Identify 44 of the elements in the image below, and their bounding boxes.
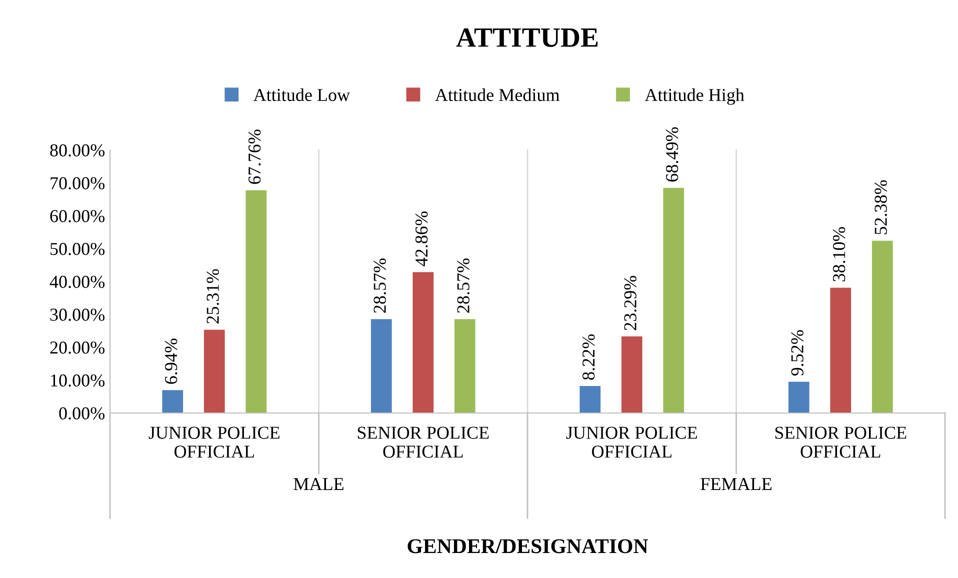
text: MALE (294, 478, 344, 490)
bar (412, 272, 434, 413)
x-axis-title: GENDER/DESIGNATION (408, 539, 648, 554)
data-label: 28.57% (374, 258, 386, 313)
y-tick-label: 30.00% (50, 308, 105, 321)
legend-label: Attitude Low (253, 88, 350, 102)
data-label: 68.49% (666, 127, 678, 182)
bar (580, 386, 601, 413)
x-tick-label: SENIOR POLICE OFFICIAL (775, 426, 906, 458)
bar (454, 319, 476, 413)
data-label: 67.76% (248, 130, 261, 184)
bar (204, 330, 225, 413)
data-label: 52.38% (874, 180, 887, 234)
data-label: 6.94% (164, 338, 178, 384)
y-tick-label: 50.00% (50, 242, 105, 256)
x-tick-label: JUNIOR POLICE OFFICIAL (566, 426, 697, 458)
data-label: 38.10% (832, 227, 846, 282)
bar (788, 382, 810, 413)
data-label: 28.57% (457, 258, 470, 313)
bar (830, 288, 852, 413)
data-label: 23.29% (624, 276, 636, 330)
bar (872, 240, 893, 413)
y-tick-label: 10.00% (51, 374, 105, 387)
y-tick-label: 60.00% (50, 210, 105, 222)
bar (162, 390, 184, 413)
y-tick-label: 40.00% (50, 276, 105, 288)
x-tick-label: SENIOR POLICE OFFICIAL (358, 426, 489, 458)
bar (663, 188, 684, 413)
bar (246, 190, 267, 413)
data-label: 8.22% (582, 334, 595, 380)
y-tick-label: 80.00% (50, 144, 105, 157)
legend-label: Attitude High (644, 88, 744, 105)
legend-label: Attitude Medium (435, 88, 560, 102)
y-tick-label: 0.00% (59, 407, 105, 420)
chart-title: ATTITUDE (456, 28, 598, 47)
y-tick-label: 70.00% (50, 177, 105, 190)
text: FEMALE (700, 478, 772, 490)
y-tick-label: 20.00% (50, 342, 105, 354)
bar (621, 336, 642, 413)
x-tick-label: JUNIOR POLICE OFFICIAL (148, 426, 280, 458)
data-label: 42.86% (415, 211, 428, 266)
bar (370, 319, 392, 413)
data-label: 25.31% (206, 269, 219, 324)
data-label: 9.52% (791, 330, 804, 376)
